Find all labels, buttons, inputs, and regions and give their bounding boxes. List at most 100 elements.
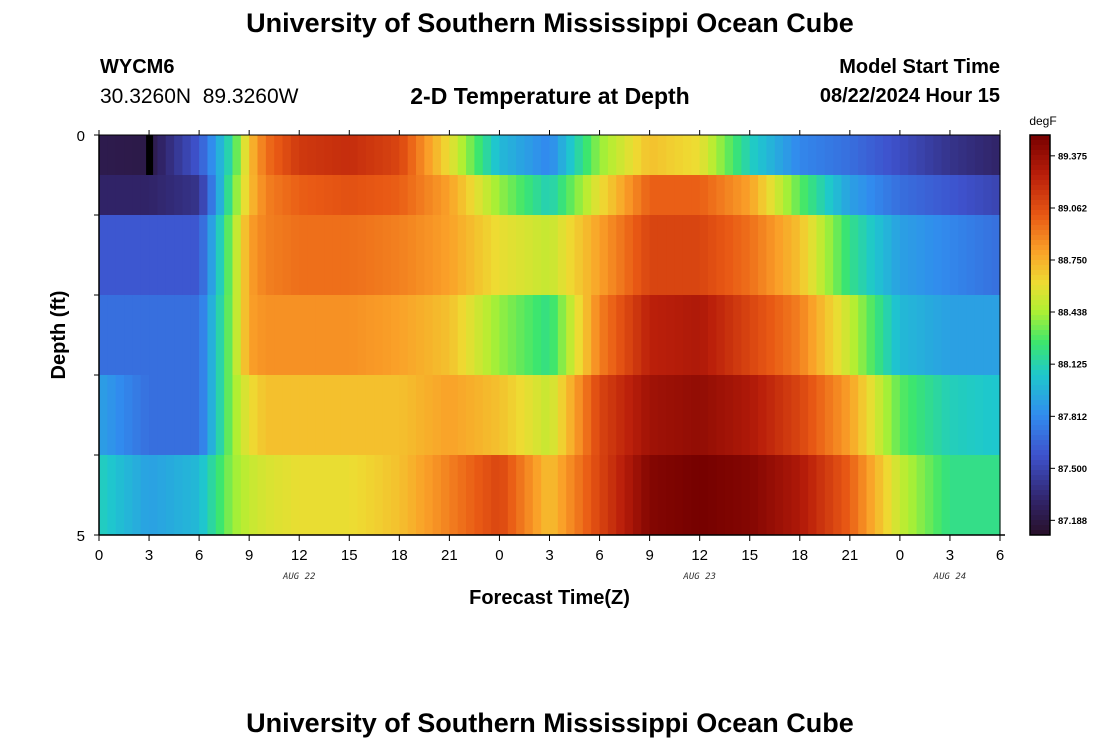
heatmap-cell xyxy=(307,375,317,455)
heatmap-cell xyxy=(791,375,801,455)
heatmap-cell xyxy=(624,375,634,455)
heatmap-cells xyxy=(99,135,1001,535)
heatmap-cell xyxy=(641,215,651,295)
heatmap-cell xyxy=(632,175,642,215)
heatmap-cell xyxy=(858,455,868,535)
colorbar-segment xyxy=(1030,290,1050,296)
heatmap-cell xyxy=(390,455,400,535)
heatmap-cell xyxy=(749,175,759,215)
x-tick-label: 9 xyxy=(245,547,253,564)
heatmap-cell xyxy=(916,295,926,375)
heatmap-cell xyxy=(799,135,809,175)
colorbar-segment xyxy=(1030,205,1050,211)
colorbar-tick-label: 88.438 xyxy=(1058,308,1087,319)
colorbar-segment xyxy=(1030,445,1050,451)
heatmap-cell xyxy=(758,215,767,295)
colorbar-segment xyxy=(1030,520,1050,526)
heatmap-cell xyxy=(641,135,651,175)
colorbar-frame xyxy=(1029,134,1051,536)
heatmap-cell xyxy=(849,175,859,215)
heatmap-cell xyxy=(165,175,175,215)
heatmap-cell xyxy=(616,175,626,215)
heatmap-cell xyxy=(290,455,300,535)
colorbar-segment xyxy=(1030,375,1050,381)
heatmap-cell xyxy=(874,375,884,455)
heatmap-cell xyxy=(441,175,450,215)
heatmap-cell xyxy=(332,375,342,455)
colorbar-segment xyxy=(1030,220,1050,226)
colorbar-segment xyxy=(1030,185,1050,191)
heatmap-cell xyxy=(724,135,734,175)
colorbar-segment xyxy=(1030,350,1050,356)
heatmap-cell xyxy=(207,135,217,175)
heatmap-cell xyxy=(349,175,359,215)
heatmap-cell xyxy=(607,455,617,535)
heatmap-cell xyxy=(165,215,175,295)
heatmap-cell xyxy=(499,135,509,175)
heatmap-cell xyxy=(924,375,934,455)
x-tick-label: 3 xyxy=(145,547,153,564)
heatmap-cell xyxy=(282,455,292,535)
heatmap-cell xyxy=(332,175,342,215)
heatmap-cell xyxy=(991,295,1001,375)
heatmap-cell xyxy=(749,295,759,375)
heatmap-cell xyxy=(407,295,417,375)
heatmap-cell xyxy=(124,455,133,535)
colorbar-segment xyxy=(1030,145,1050,151)
heatmap-cell xyxy=(407,375,417,455)
heatmap-cell xyxy=(541,215,551,295)
heatmap-cell xyxy=(182,375,192,455)
heatmap-cell xyxy=(958,375,968,455)
heatmap-cell xyxy=(741,135,751,175)
heatmap-cell xyxy=(666,455,676,535)
colorbar-segment xyxy=(1030,225,1050,231)
heatmap-cell xyxy=(599,135,609,175)
current-time-marker xyxy=(146,135,154,175)
heatmap-cell xyxy=(507,375,517,455)
heatmap-cell xyxy=(474,455,484,535)
heatmap-cell xyxy=(649,375,659,455)
colorbar-segment xyxy=(1030,250,1050,256)
heatmap-cell xyxy=(691,295,701,375)
colorbar-segment xyxy=(1030,315,1050,321)
heatmap-cell xyxy=(207,455,217,535)
heatmap-cell xyxy=(949,455,959,535)
heatmap-cell xyxy=(783,215,793,295)
heatmap-cell xyxy=(733,135,742,175)
heatmap-cell xyxy=(182,215,192,295)
heatmap-cell xyxy=(274,175,284,215)
heatmap-cell xyxy=(491,375,501,455)
heatmap-cell xyxy=(974,175,984,215)
heatmap-cell xyxy=(99,455,108,535)
heatmap-cell xyxy=(941,175,951,215)
heatmap-cell xyxy=(582,455,592,535)
colorbar-segment xyxy=(1030,525,1050,531)
heatmap-cell xyxy=(758,295,767,375)
heatmap-cell xyxy=(457,295,467,375)
colorbar-segment xyxy=(1030,245,1050,251)
heatmap-cell xyxy=(390,135,400,175)
heatmap-cell xyxy=(682,455,692,535)
heatmap-cell xyxy=(849,215,859,295)
heatmap-cell xyxy=(249,215,259,295)
heatmap-cell xyxy=(933,215,943,295)
heatmap-cell xyxy=(224,215,234,295)
heatmap-cell xyxy=(407,215,417,295)
heatmap-cell xyxy=(733,375,742,455)
heatmap-cell xyxy=(741,295,751,375)
heatmap-cell xyxy=(407,175,417,215)
heatmap-cell xyxy=(157,295,167,375)
heatmap-cell xyxy=(716,295,726,375)
heatmap-cell xyxy=(232,455,242,535)
heatmap-cell xyxy=(482,455,492,535)
heatmap-cell xyxy=(407,455,417,535)
heatmap-cell xyxy=(132,135,142,175)
heatmap-cell xyxy=(949,295,959,375)
heatmap-cell xyxy=(808,375,818,455)
colorbar: 87.188 87.500 87.812 88.125 88.438 88.750 89.0… xyxy=(1029,134,1088,536)
heatmap-cell xyxy=(324,135,334,175)
heatmap-cell xyxy=(149,175,158,215)
heatmap-cell xyxy=(883,175,893,215)
heatmap-cell xyxy=(724,175,734,215)
heatmap-cell xyxy=(666,295,676,375)
